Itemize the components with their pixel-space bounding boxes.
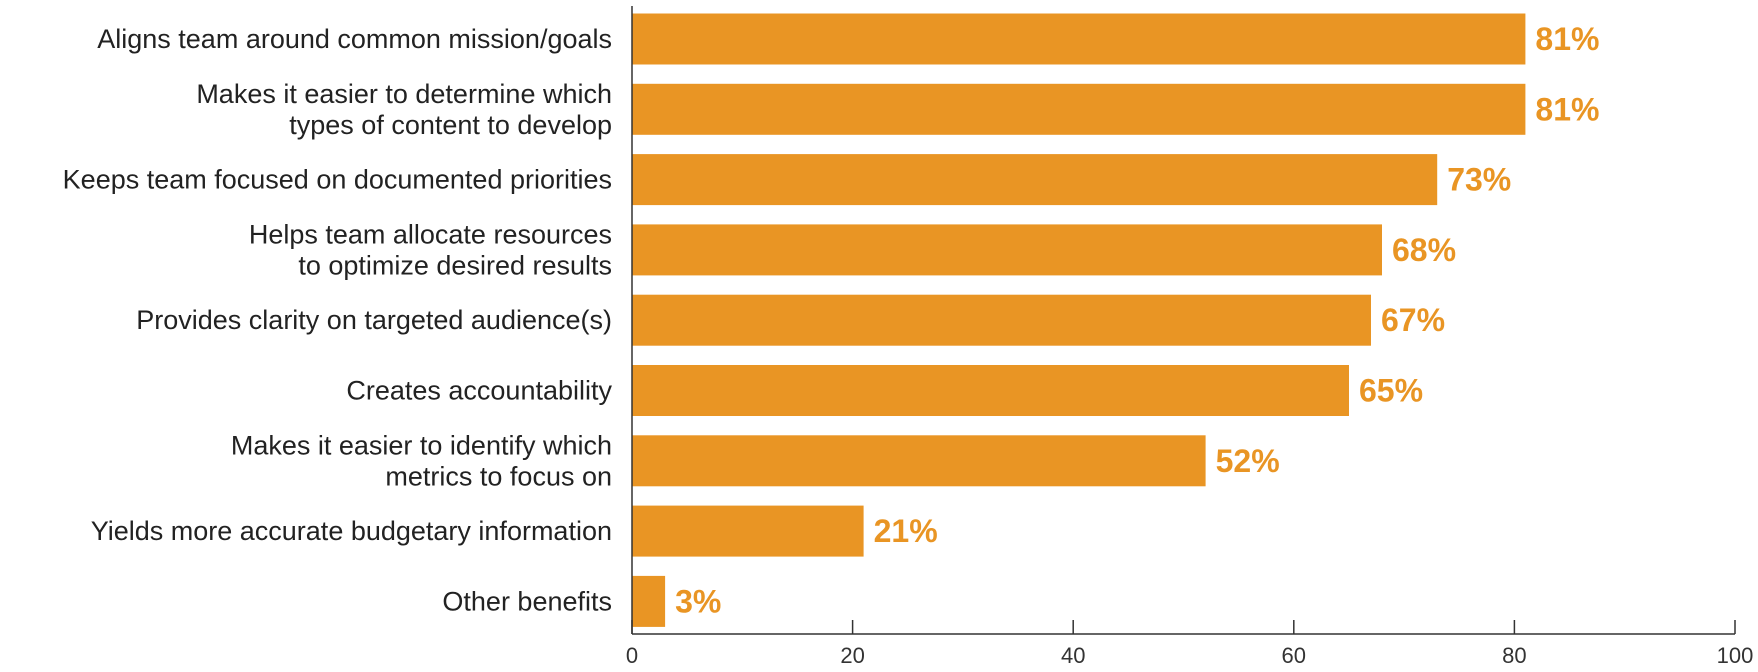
value-label-4: 68% (1392, 232, 1456, 268)
bar-6 (632, 365, 1349, 416)
bar-7 (632, 435, 1206, 487)
x-tick-label-100: 100 (1717, 643, 1754, 668)
bars-layer (632, 13, 1526, 627)
value-label-7: 52% (1216, 443, 1280, 479)
bar-5 (632, 294, 1371, 346)
value-label-3: 73% (1447, 162, 1511, 198)
category-label-3: Keeps team focused on documented priorit… (63, 165, 612, 195)
category-label-7-line-1: Makes it easier to identify which (231, 430, 612, 460)
category-label-6: Creates accountability (346, 376, 612, 406)
value-label-5: 67% (1381, 302, 1445, 338)
category-label-2-line-1: Makes it easier to determine which (196, 79, 612, 109)
x-tick-label-0: 0 (626, 643, 638, 668)
category-label-4: Helps team allocate resources to optimize… (249, 219, 612, 280)
category-label-1: Aligns team around common mission/goals (97, 24, 612, 54)
bar-9 (632, 575, 666, 627)
value-label-6: 65% (1359, 373, 1423, 409)
category-label-2: Makes it easier to determine which types … (196, 79, 612, 140)
category-label-4-line-2: to optimize desired results (298, 250, 612, 280)
labels-layer: 81% Aligns team around common mission/goa… (63, 21, 1600, 619)
bar-8 (632, 505, 864, 557)
x-tick-label-80: 80 (1502, 643, 1526, 668)
axis-layer: 0 20 40 60 80 100 (626, 6, 1753, 668)
bar-4 (632, 224, 1382, 276)
bar-3 (632, 154, 1438, 206)
category-label-7: Makes it easier to identify which metrics… (231, 430, 612, 491)
x-tick-label-40: 40 (1061, 643, 1085, 668)
bar-1 (632, 13, 1526, 65)
category-label-2-line-2: types of content to develop (289, 110, 612, 140)
value-label-9: 3% (675, 583, 721, 619)
category-label-7-line-2: metrics to focus on (385, 461, 612, 491)
x-tick-label-20: 20 (840, 643, 864, 668)
category-label-5: Provides clarity on targeted audience(s) (136, 305, 612, 335)
category-label-8: Yields more accurate budgetary informati… (91, 516, 612, 546)
value-label-1: 81% (1535, 21, 1599, 57)
category-label-4-line-1: Helps team allocate resources (249, 219, 612, 249)
category-label-9: Other benefits (442, 586, 612, 616)
bar-2 (632, 83, 1526, 135)
value-label-8: 21% (874, 513, 938, 549)
value-label-2: 81% (1535, 91, 1599, 127)
x-tick-label-60: 60 (1282, 643, 1306, 668)
